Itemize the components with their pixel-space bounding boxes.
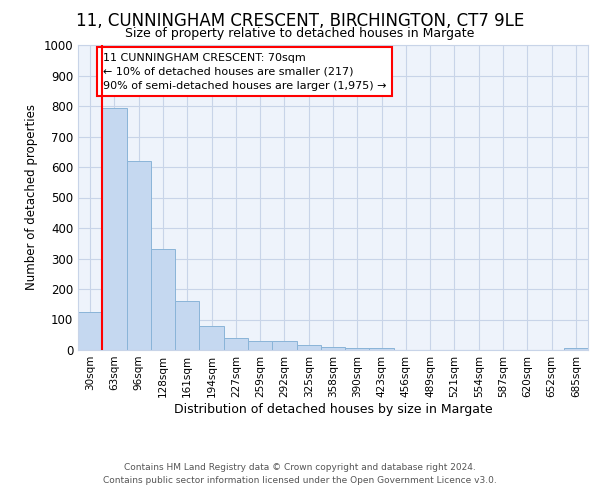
Bar [175,300,199,350]
Text: 11 CUNNINGHAM CRESCENT: 70sqm
← 10% of detached houses are smaller (217)
90% of : 11 CUNNINGHAM CRESCENT: 70sqm ← 10% of d… [103,52,386,90]
Bar [345,348,370,350]
Bar [127,161,151,350]
Bar [564,348,588,350]
Bar [102,108,127,350]
Bar [272,342,296,350]
Bar [370,348,394,350]
Bar [248,342,272,350]
Bar [78,312,102,350]
Bar [224,338,248,350]
Bar [321,347,345,350]
Text: Distribution of detached houses by size in Margate: Distribution of detached houses by size … [173,402,493,415]
Text: Size of property relative to detached houses in Margate: Size of property relative to detached ho… [125,28,475,40]
Bar [296,346,321,350]
Y-axis label: Number of detached properties: Number of detached properties [25,104,38,290]
Text: Contains public sector information licensed under the Open Government Licence v3: Contains public sector information licen… [103,476,497,485]
Text: Contains HM Land Registry data © Crown copyright and database right 2024.: Contains HM Land Registry data © Crown c… [124,462,476,471]
Bar [199,326,224,350]
Text: 11, CUNNINGHAM CRESCENT, BIRCHINGTON, CT7 9LE: 11, CUNNINGHAM CRESCENT, BIRCHINGTON, CT… [76,12,524,30]
Bar [151,250,175,350]
